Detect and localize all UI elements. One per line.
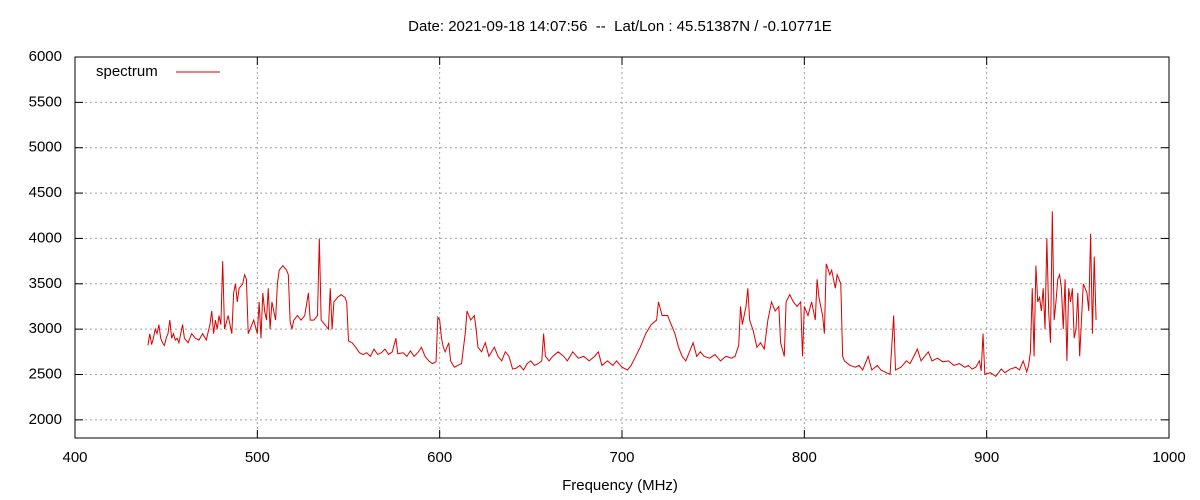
x-tick-label: 600: [427, 449, 452, 466]
y-tick-label: 5500: [29, 93, 62, 110]
x-tick-label: 1000: [1152, 449, 1185, 466]
y-tick-label: 4500: [29, 184, 62, 201]
y-tick-label: 2000: [29, 411, 62, 428]
x-tick-label: 500: [245, 449, 270, 466]
y-tick-label: 3500: [29, 275, 62, 292]
x-tick-label: 700: [609, 449, 634, 466]
y-tick-label: 6000: [29, 48, 62, 65]
legend-label: spectrum: [96, 63, 158, 80]
x-axis-label: Frequency (MHz): [562, 477, 678, 494]
series-line: [147, 211, 1097, 377]
x-tick-label: 400: [62, 449, 87, 466]
y-tick-label: 2500: [29, 365, 62, 382]
x-tick-label: 800: [792, 449, 817, 466]
plot-border: [74, 56, 1170, 439]
y-tick-label: 3000: [29, 320, 62, 337]
y-tick-label: 4000: [29, 229, 62, 246]
x-tick-label: 900: [974, 449, 999, 466]
chart-title: Date: 2021-09-18 14:07:56 -- Lat/Lon : 4…: [408, 18, 832, 35]
y-tick-label: 5000: [29, 139, 62, 156]
